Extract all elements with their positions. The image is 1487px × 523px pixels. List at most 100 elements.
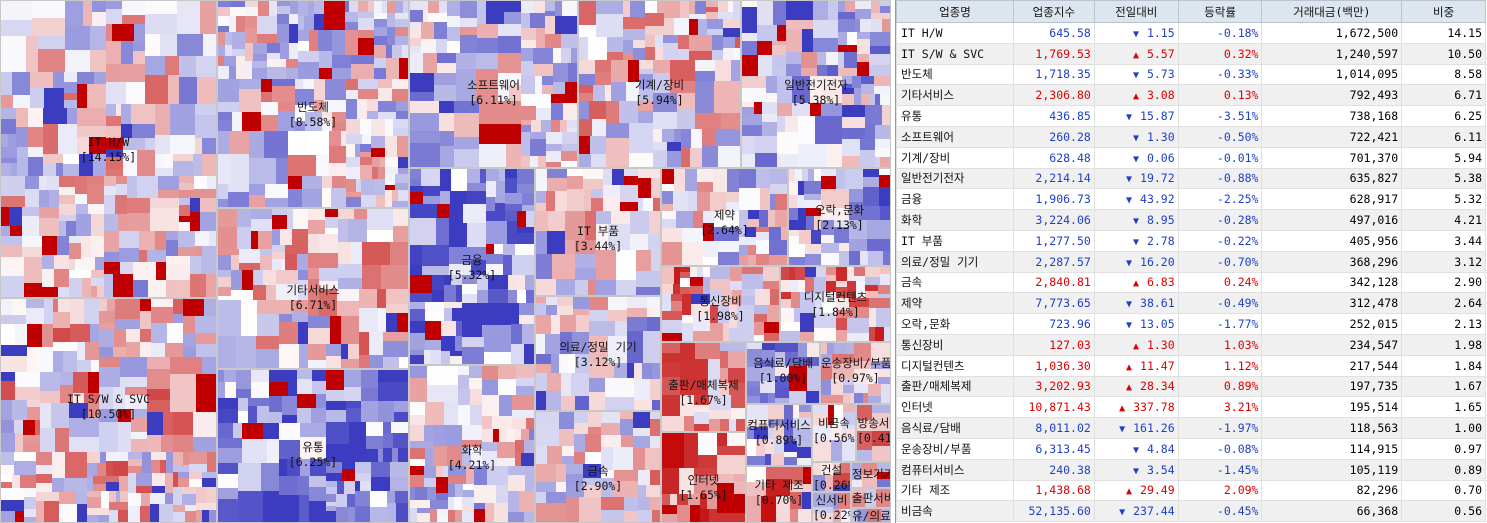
stock-tile[interactable] (479, 101, 521, 124)
stock-tile[interactable] (519, 315, 534, 324)
stock-tile[interactable] (257, 314, 279, 336)
stock-tile[interactable] (574, 452, 585, 464)
stock-tile[interactable] (177, 1, 200, 34)
stock-tile[interactable] (662, 169, 674, 184)
stock-tile[interactable] (195, 104, 216, 115)
stock-tile[interactable] (762, 350, 775, 360)
stock-tile[interactable] (789, 195, 797, 208)
stock-tile[interactable] (338, 264, 362, 278)
stock-tile[interactable] (218, 296, 231, 300)
stock-tile[interactable] (591, 154, 606, 167)
stock-tile[interactable] (36, 465, 52, 474)
stock-tile[interactable] (202, 357, 216, 374)
stock-tile[interactable] (385, 174, 395, 185)
stock-tile[interactable] (880, 267, 890, 274)
stock-tile[interactable] (447, 1, 460, 16)
stock-tile[interactable] (742, 33, 757, 41)
stock-tile[interactable] (881, 509, 890, 522)
stock-tile[interactable] (498, 53, 521, 73)
stock-tile[interactable] (245, 28, 257, 43)
stock-tile[interactable] (395, 1, 403, 13)
stock-tile[interactable] (482, 451, 497, 466)
stock-tile[interactable] (717, 433, 727, 446)
stock-tile[interactable] (109, 510, 118, 522)
stock-tile[interactable] (852, 495, 865, 507)
stock-tile[interactable] (842, 425, 855, 429)
stock-tile[interactable] (813, 38, 838, 52)
stock-tile[interactable] (145, 1, 177, 14)
stock-tile[interactable] (27, 127, 43, 147)
stock-tile[interactable] (662, 468, 679, 494)
stock-tile[interactable] (87, 176, 104, 185)
stock-tile[interactable] (1, 315, 26, 324)
stock-tile[interactable] (147, 250, 166, 262)
stock-tile[interactable] (652, 363, 660, 379)
stock-tile[interactable] (173, 154, 193, 161)
stock-tile[interactable] (329, 163, 346, 176)
stock-tile[interactable] (576, 315, 589, 332)
stock-tile[interactable] (785, 116, 798, 132)
stock-tile[interactable] (572, 332, 589, 354)
stock-tile[interactable] (326, 356, 341, 368)
stock-tile[interactable] (218, 382, 225, 398)
stock-tile[interactable] (441, 336, 455, 351)
table-row[interactable]: 유통 436.85 ▼ 15.87 -3.51% 738,168 6.25 (896, 105, 1486, 127)
stock-tile[interactable] (13, 95, 30, 108)
stock-tile[interactable] (126, 342, 140, 357)
stock-tile[interactable] (218, 199, 228, 207)
stock-tile[interactable] (718, 241, 739, 252)
stock-tile[interactable] (775, 387, 789, 398)
stock-tile[interactable] (397, 313, 408, 332)
stock-tile[interactable] (115, 319, 140, 329)
stock-tile[interactable] (832, 363, 854, 379)
stock-tile[interactable] (248, 398, 269, 406)
stock-tile[interactable] (378, 88, 392, 101)
stock-tile[interactable] (739, 237, 756, 245)
stock-tile[interactable] (239, 263, 260, 270)
stock-tile[interactable] (326, 473, 342, 481)
stock-tile[interactable] (526, 290, 534, 303)
stock-tile[interactable] (182, 487, 196, 494)
stock-tile[interactable] (387, 27, 395, 45)
stock-tile[interactable] (521, 76, 535, 94)
stock-tile[interactable] (647, 297, 660, 307)
treemap-cell-itsw[interactable]: IT S/W & SVC [10.50%] (0, 298, 217, 523)
stock-tile[interactable] (756, 232, 769, 240)
stock-tile[interactable] (521, 106, 536, 120)
stock-tile[interactable] (843, 405, 855, 412)
stock-tile[interactable] (372, 167, 378, 179)
stock-tile[interactable] (756, 169, 770, 188)
stock-tile[interactable] (106, 149, 123, 157)
stock-tile[interactable] (721, 113, 740, 129)
stock-tile[interactable] (700, 494, 707, 509)
stock-tile[interactable] (880, 206, 890, 220)
stock-tile[interactable] (359, 289, 377, 308)
stock-tile[interactable] (821, 343, 827, 354)
stock-tile[interactable] (814, 328, 836, 341)
stock-tile[interactable] (521, 156, 530, 167)
stock-tile[interactable] (817, 52, 826, 65)
stock-tile[interactable] (236, 370, 251, 389)
table-row[interactable]: 디지털컨텐츠 1,036.30 ▲ 11.47 1.12% 217,544 1.84 (896, 354, 1486, 377)
stock-tile[interactable] (218, 79, 239, 102)
stock-tile[interactable] (723, 48, 734, 60)
stock-tile[interactable] (87, 84, 106, 108)
stock-tile[interactable] (77, 360, 91, 372)
treemap-cell-bcast[interactable]: 방송서[0.41%] (856, 404, 891, 462)
stock-tile[interactable] (645, 47, 655, 60)
stock-tile[interactable] (312, 381, 326, 394)
stock-tile[interactable] (141, 493, 150, 506)
stock-tile[interactable] (565, 240, 575, 254)
stock-tile[interactable] (561, 48, 571, 63)
stock-tile[interactable] (59, 504, 77, 522)
stock-tile[interactable] (662, 242, 682, 265)
stock-tile[interactable] (410, 265, 422, 275)
stock-tile[interactable] (99, 387, 113, 409)
stock-tile[interactable] (801, 52, 817, 68)
stock-tile[interactable] (260, 249, 272, 255)
stock-tile[interactable] (326, 487, 337, 494)
stock-tile[interactable] (218, 249, 239, 255)
stock-tile[interactable] (813, 475, 825, 491)
stock-tile[interactable] (756, 254, 769, 265)
stock-tile[interactable] (551, 94, 577, 103)
